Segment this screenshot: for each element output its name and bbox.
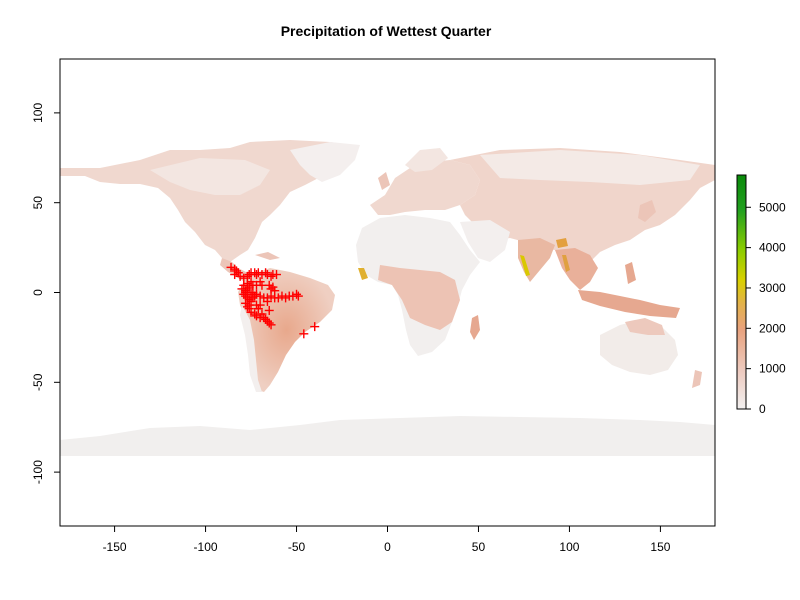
land-raster [60,140,715,456]
y-tick-label: -100 [31,460,45,484]
middle-east [460,220,510,262]
legend-tick-label: 5000 [759,200,786,214]
legend-tick-label: 3000 [759,281,786,295]
uk [378,172,390,190]
occurrence-point [268,282,278,292]
occurrence-point [261,268,271,278]
indonesia [578,290,680,318]
occurrence-point [248,280,258,290]
caribbean [255,252,280,260]
legend-tick-label: 0 [759,402,766,416]
occurrence-point [242,302,252,312]
occurrence-points [226,262,320,339]
y-tick-label: 100 [31,103,45,123]
x-tick-label: -50 [288,540,306,554]
north-america [60,140,350,262]
occurrence-point [255,277,265,287]
burma-coast-wet [562,255,570,272]
occurrence-point [266,320,276,330]
y-tick-label: 0 [31,289,45,296]
occurrence-point [239,280,249,290]
y-tick-label: 50 [31,196,45,210]
guinea-coast-wet [358,268,368,280]
legend-tick-label: 2000 [759,321,786,335]
new-zealand [692,370,702,388]
x-tick-label: -100 [194,540,218,554]
philippines [625,262,636,284]
australia-north-wet [625,318,665,335]
x-tick-label: -150 [103,540,127,554]
antarctica [60,416,715,456]
x-tick-label: 50 [472,540,486,554]
y-axis: 100 50 0 -50 -100 [31,103,60,484]
andes-dry [240,305,262,392]
south-america [238,268,335,392]
x-axis: -150 -100 -50 0 50 100 150 [103,526,671,554]
assam-wet [556,238,568,248]
japan [638,200,656,222]
color-legend: 0 1000 2000 3000 4000 5000 [736,174,786,416]
x-tick-label: 150 [650,540,670,554]
occurrence-point [264,318,274,328]
chart-title: Precipitation of Wettest Quarter [281,23,492,39]
y-tick-label: -50 [31,373,45,391]
occurrence-point [293,291,303,301]
x-tick-label: 100 [559,540,579,554]
legend-tick-label: 1000 [759,362,786,376]
madagascar [470,315,480,340]
legend-tick-label: 4000 [759,241,786,255]
occurrence-point [299,329,309,339]
greenland [290,142,360,182]
occurrence-point [266,271,276,281]
europe [370,160,480,215]
legend-colorbar [736,174,747,410]
scandinavia [405,148,448,172]
siberia [480,150,700,185]
occurrence-point [257,309,267,319]
occurrence-point [272,270,282,280]
occurrence-point [310,322,320,332]
occurrence-point [230,270,240,280]
occurrence-point [262,296,272,306]
western-ghats-wet [520,255,530,276]
occurrence-point [264,305,274,315]
occurrence-point [244,300,254,310]
x-tick-label: 0 [384,540,391,554]
canada-inner [150,158,270,195]
central-africa-wet [378,265,460,330]
occurrence-point [292,289,302,299]
